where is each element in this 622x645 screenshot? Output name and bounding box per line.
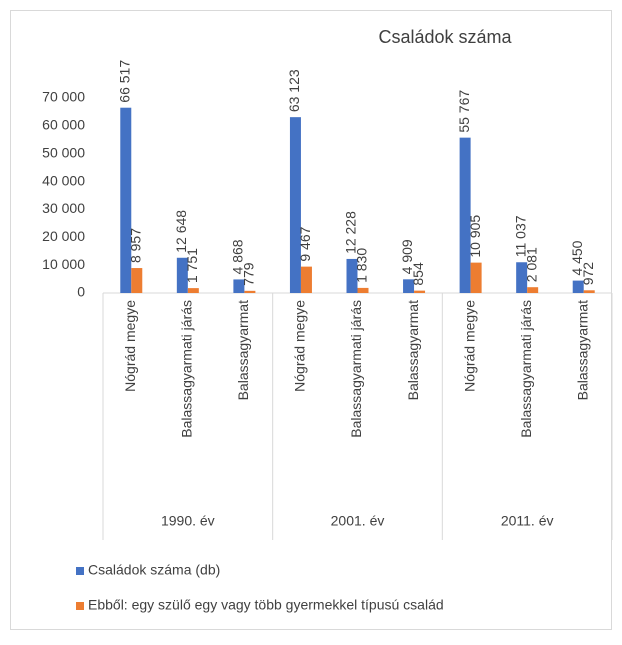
- x-tick-label: Balassagyarmati járás: [179, 300, 195, 438]
- bar: [187, 288, 199, 293]
- x-tick-label: Nógrád megye: [122, 300, 138, 392]
- legend-label: Ebből: egy szülő egy vagy több gyermekke…: [88, 597, 444, 613]
- bar: [403, 279, 415, 293]
- data-label: 779: [241, 262, 257, 286]
- x-tick-label: Nógrád megye: [292, 300, 308, 392]
- bar: [131, 268, 143, 293]
- bar: [300, 266, 312, 293]
- x-tick-label: Balassagyarmati járás: [348, 300, 364, 438]
- y-tick-label: 0: [77, 284, 85, 300]
- y-tick-label: 30 000: [42, 200, 85, 216]
- data-label: 9 467: [297, 226, 313, 261]
- x-tick-label: Balassagyarmat: [574, 300, 590, 400]
- bar: [176, 257, 188, 293]
- data-label: 4 450: [569, 240, 585, 275]
- legend-swatch: [76, 602, 84, 610]
- data-label: 1 830: [354, 248, 370, 283]
- data-label: 10 905: [467, 215, 483, 258]
- y-tick-label: 10 000: [42, 256, 85, 272]
- bar: [583, 290, 595, 293]
- y-tick-label: 40 000: [42, 172, 85, 188]
- bar: [459, 137, 471, 293]
- bar: [414, 290, 426, 293]
- data-label: 854: [410, 262, 426, 286]
- data-label: 11 037: [512, 215, 528, 257]
- data-label: 12 648: [173, 210, 189, 253]
- data-label: 12 228: [343, 211, 359, 254]
- data-label: 8 957: [127, 228, 143, 263]
- x-tick-label: Balassagyarmat: [405, 300, 421, 400]
- bar: [120, 107, 132, 294]
- chart-border: [10, 10, 612, 630]
- data-label: 4 909: [399, 239, 415, 274]
- bar: [289, 117, 301, 294]
- x-tick-label: Balassagyarmat: [235, 300, 251, 400]
- data-label: 972: [580, 262, 596, 286]
- data-label: 4 868: [230, 239, 246, 274]
- data-label: 66 517: [116, 60, 132, 103]
- bar: [516, 262, 528, 293]
- y-tick-label: 70 000: [42, 89, 85, 105]
- chart-title: Családok száma: [378, 27, 512, 47]
- bar: [470, 262, 482, 293]
- bar: [572, 280, 584, 293]
- data-label: 1 751: [184, 248, 200, 283]
- y-tick-label: 60 000: [42, 117, 85, 133]
- data-label: 2 081: [523, 247, 539, 282]
- data-label: 55 767: [456, 90, 472, 133]
- y-tick-label: 20 000: [42, 228, 85, 244]
- group-label: 2011. év: [501, 513, 554, 529]
- bar: [244, 290, 256, 293]
- bar: [527, 287, 539, 293]
- group-label: 1990. év: [161, 513, 215, 529]
- x-tick-label: Nógrád megye: [461, 300, 477, 392]
- bar: [357, 287, 369, 293]
- x-tick-label: Balassagyarmati járás: [518, 300, 534, 438]
- y-tick-label: 50 000: [42, 144, 85, 160]
- data-label: 63 123: [286, 69, 302, 112]
- group-label: 2001. év: [331, 513, 385, 529]
- legend-swatch: [76, 567, 84, 575]
- bar: [346, 258, 358, 293]
- legend-label: Családok száma (db): [88, 562, 220, 578]
- bar: [233, 279, 245, 293]
